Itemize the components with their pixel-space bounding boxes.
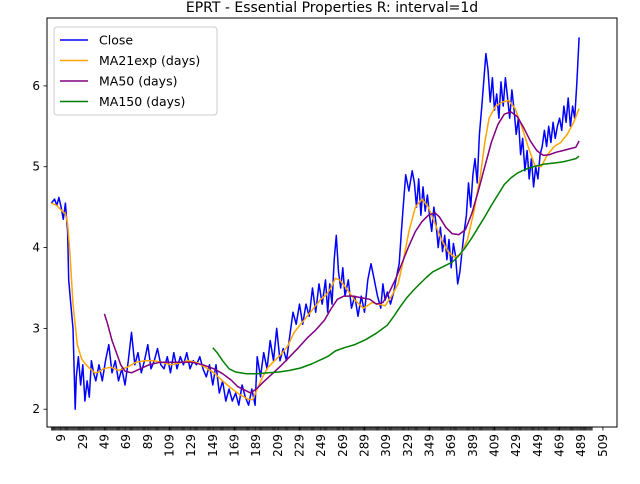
y-tick-label: 3 [32,321,40,335]
x-tick-label: 329 [401,434,415,457]
y-tick-label: 6 [32,79,40,93]
x-tick-label: 109 [163,434,177,457]
x-tick-label: 369 [444,434,458,457]
series-line-ma21exp-days [51,99,580,401]
series-line-close [50,37,580,410]
x-tick-label: 289 [358,434,372,457]
x-tick-label: 229 [293,434,307,457]
y-tick-label: 5 [32,160,40,174]
series-layer [50,37,580,410]
legend-box [53,26,218,116]
y-axis: 2 3 4 5 6 [32,79,47,416]
x-tick-label: 29 [76,434,90,449]
series-line-ma150-days [212,155,580,375]
x-tick-label: 449 [531,434,545,457]
legend: Close MA21exp (days) MA50 (days) MA150 (day… [53,26,218,116]
x-tick-label: 429 [509,434,523,457]
x-tick-label: 269 [336,434,350,457]
x-tick-label: 389 [466,434,480,457]
chart-title: EPRT - Essential Properties R: interval=… [186,0,478,16]
x-tick-label: 49 [97,434,111,449]
x-tick-label: 349 [423,434,437,457]
legend-label: Close [99,33,133,48]
x-tick-label: 409 [488,434,502,457]
x-tick-label: 149 [206,434,220,457]
plot-frame [46,17,618,428]
x-tick-label: 309 [379,434,393,457]
x-axis: 9 29 49 69 89 109 129 149 169 189 209 229 249 269 289 3… [50,427,610,457]
legend-label: MA50 (days) [99,74,177,89]
x-tick-label: 169 [228,434,242,457]
x-tick-label: 469 [553,434,567,457]
series-line-ma50-days [103,111,580,394]
x-tick-label: 89 [141,434,155,449]
x-tick-label: 489 [574,434,588,457]
x-tick-label: 9 [54,434,68,442]
y-tick-label: 4 [32,241,40,255]
x-tick-label: 209 [271,434,285,457]
legend-label: MA150 (days) [99,94,185,109]
x-tick-label: 69 [119,434,133,449]
x-tick-label: 129 [184,434,198,457]
y-tick-label: 2 [32,402,40,416]
x-tick-label: 249 [314,434,328,457]
legend-label: MA21exp (days) [99,53,200,68]
x-tick-label: 189 [249,434,263,457]
x-tick-label: 509 [596,434,610,457]
